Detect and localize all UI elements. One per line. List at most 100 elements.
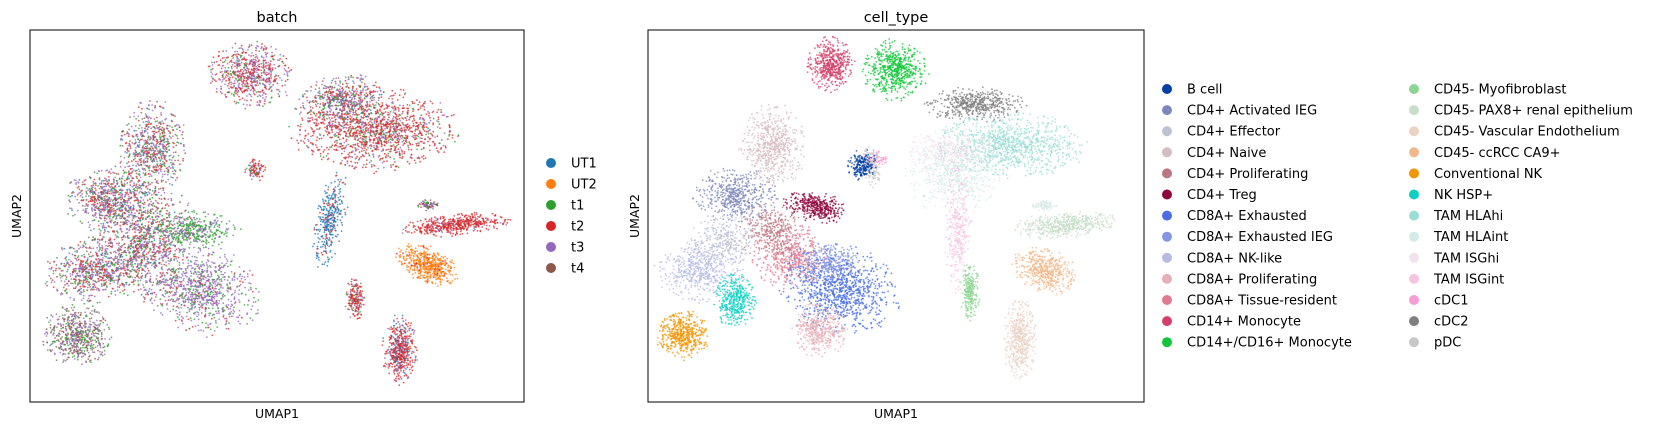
- scatter-point: [101, 209, 104, 212]
- scatter-point: [145, 191, 148, 194]
- scatter-point: [87, 212, 90, 215]
- scatter-point: [127, 165, 130, 168]
- scatter-point: [86, 260, 88, 263]
- scatter-point: [147, 251, 150, 254]
- scatter-point: [135, 223, 138, 226]
- scatter-point: [79, 261, 82, 263]
- scatter-point: [110, 256, 112, 259]
- scatter-point: [151, 190, 154, 192]
- scatter-point: [163, 218, 166, 221]
- scatter-point: [134, 279, 137, 282]
- scatter-point: [130, 160, 133, 163]
- scatter-point: [64, 274, 67, 277]
- scatter-point: [195, 273, 198, 276]
- scatter-point: [153, 309, 155, 312]
- scatter-point: [141, 261, 143, 264]
- scatter-point: [84, 205, 86, 208]
- scatter-point: [164, 207, 167, 210]
- scatter-point: [48, 275, 51, 277]
- scatter-point: [216, 217, 219, 219]
- scatter-point: [172, 141, 174, 144]
- scatter-point: [92, 254, 94, 257]
- scatter-point: [183, 218, 186, 220]
- scatter-point: [101, 245, 103, 247]
- scatter-point: [68, 323, 70, 325]
- scatter-point: [167, 170, 170, 172]
- scatter-point: [120, 262, 122, 265]
- scatter-point: [48, 267, 51, 270]
- scatter-point: [146, 199, 149, 202]
- scatter-point: [128, 128, 131, 131]
- scatter-point: [174, 249, 177, 252]
- scatter-point: [98, 212, 101, 215]
- scatter-point: [88, 318, 91, 320]
- scatter-point: [98, 214, 101, 217]
- scatter-point: [60, 342, 62, 345]
- scatter-point: [84, 246, 87, 249]
- scatter-point: [160, 154, 163, 157]
- scatter-point: [79, 322, 82, 325]
- scatter-point: [74, 270, 77, 273]
- scatter-point: [210, 223, 213, 226]
- scatter-point: [161, 223, 164, 226]
- scatter-point: [102, 276, 104, 279]
- scatter-point: [170, 274, 172, 277]
- scatter-point: [103, 226, 106, 229]
- scatter-point: [135, 258, 137, 260]
- scatter-point: [102, 236, 104, 238]
- scatter-point: [99, 261, 101, 264]
- scatter-point: [70, 307, 73, 309]
- scatter-point: [246, 273, 249, 276]
- scatter-point: [145, 262, 148, 265]
- scatter-point: [106, 253, 108, 256]
- scatter-point: [151, 109, 154, 112]
- scatter-point: [188, 310, 191, 313]
- scatter-point: [193, 246, 195, 249]
- scatter-point: [215, 300, 218, 303]
- scatter-point: [179, 283, 182, 286]
- scatter-point: [186, 267, 189, 270]
- scatter-point: [182, 300, 185, 303]
- scatter-point: [159, 121, 162, 124]
- scatter-point: [180, 142, 183, 145]
- scatter-point: [192, 273, 195, 275]
- scatter-point: [191, 267, 193, 270]
- scatter-point: [126, 231, 129, 234]
- scatter-point: [65, 329, 68, 332]
- scatter-point: [106, 264, 109, 266]
- scatter-point: [109, 283, 111, 285]
- scatter-point: [88, 295, 90, 297]
- scatter-point: [163, 274, 166, 276]
- scatter-point: [191, 291, 193, 294]
- scatter-point: [162, 229, 165, 232]
- scatter-point: [137, 145, 140, 148]
- scatter-point: [167, 145, 170, 148]
- scatter-point: [228, 220, 231, 223]
- scatter-point: [193, 285, 196, 288]
- scatter-point: [174, 159, 177, 162]
- scatter-point: [136, 185, 139, 188]
- scatter-point: [98, 275, 101, 278]
- scatter-point: [132, 242, 135, 245]
- scatter-point: [159, 239, 162, 242]
- scatter-point: [200, 265, 203, 268]
- scatter-point: [167, 260, 170, 262]
- scatter-point: [181, 275, 184, 277]
- scatter-point: [163, 138, 165, 141]
- scatter-point: [103, 199, 106, 202]
- scatter-point: [138, 269, 141, 272]
- scatter-point: [202, 330, 205, 332]
- scatter-point: [109, 241, 112, 244]
- scatter-point: [127, 197, 130, 200]
- scatter-point: [189, 288, 192, 291]
- scatter-point: [207, 252, 210, 255]
- scatter-point: [68, 356, 70, 359]
- scatter-point: [202, 228, 205, 231]
- scatter-point: [167, 299, 170, 302]
- scatter-point: [83, 240, 86, 243]
- scatter-point: [157, 165, 160, 168]
- scatter-point: [152, 157, 155, 160]
- scatter-point: [147, 123, 150, 126]
- scatter-point: [156, 100, 159, 103]
- scatter-point: [182, 248, 185, 250]
